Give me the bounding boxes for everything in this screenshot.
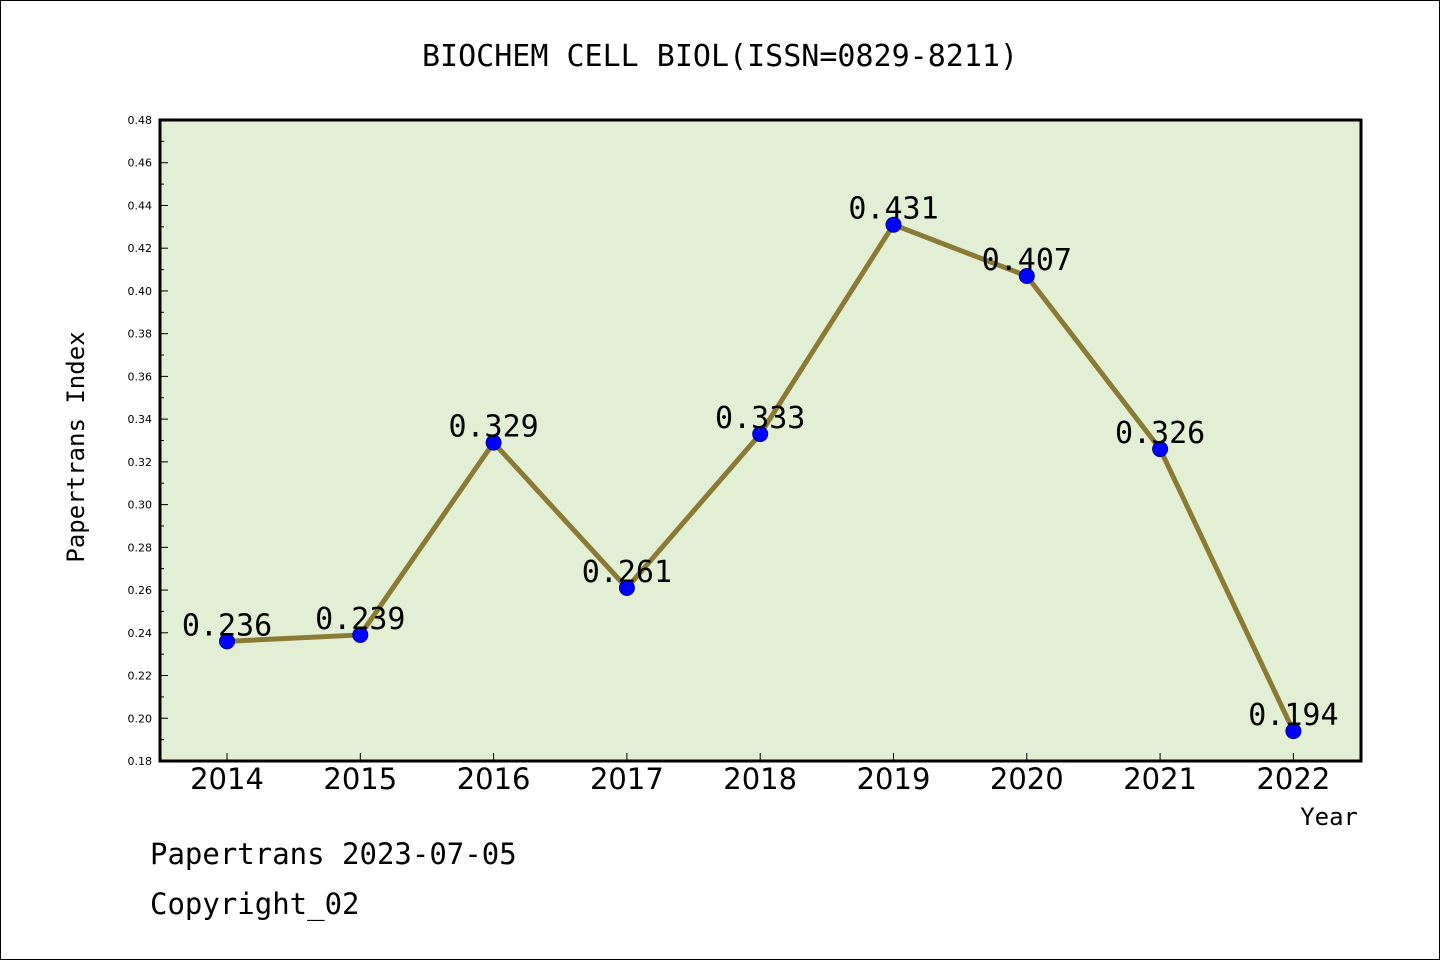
x-tick-label: 2016 (457, 762, 531, 796)
data-labels: 0.236 0.239 0.329 0.261 0.333 0.431 0.407 0.326… (182, 192, 1339, 733)
y-tick-label: 0.30 (128, 499, 153, 512)
data-label: 0.431 (848, 192, 938, 227)
y-tick-label: 0.44 (128, 199, 153, 212)
footer-date: Papertrans 2023-07-05 (150, 837, 517, 871)
data-point (752, 426, 769, 443)
data-label: 0.333 (715, 401, 805, 436)
data-label: 0.236 (182, 608, 272, 643)
data-series (219, 216, 1302, 740)
data-point (352, 626, 369, 643)
data-point (1152, 441, 1169, 458)
y-tick-label: 0.36 (128, 370, 153, 383)
chart-title: BIOCHEM CELL BIOL(ISSN=0829-8211) (422, 39, 1018, 74)
y-tick-label: 0.22 (128, 670, 153, 683)
data-label: 0.261 (582, 555, 672, 590)
y-tick-label: 0.38 (128, 328, 153, 341)
y-tick-label: 0.32 (128, 456, 153, 469)
plot-border (158, 118, 1363, 763)
y-tick-label: 0.42 (128, 242, 153, 255)
x-tick-label: 2019 (857, 762, 931, 796)
data-point (485, 434, 502, 451)
x-tick-label: 2018 (723, 762, 797, 796)
y-tick-label: 0.48 (128, 114, 153, 127)
x-tick-label: 2017 (590, 762, 664, 796)
x-axis-title: Year (1300, 803, 1358, 831)
x-tick-label: 2020 (990, 762, 1064, 796)
x-tick-label: 2021 (1123, 762, 1197, 796)
y-axis-title: Papertrans Index (62, 331, 90, 562)
data-label: 0.194 (1248, 698, 1338, 733)
data-label: 0.329 (448, 410, 538, 445)
data-point (219, 633, 235, 650)
y-tick-label: 0.46 (128, 157, 153, 170)
data-point (618, 579, 635, 596)
y-tick-label: 0.26 (128, 584, 153, 597)
x-tick-label: 2022 (1256, 762, 1330, 796)
y-axis: 0.18 0.20 0.22 0.24 0.26 0.28 0.30 0.32 0.34 0.36… (128, 114, 168, 768)
data-point (1018, 267, 1035, 284)
data-label: 0.326 (1115, 416, 1205, 451)
y-tick-label: 0.18 (128, 755, 153, 768)
data-point (885, 216, 902, 233)
y-tick-label: 0.40 (128, 285, 153, 298)
footer-copyright: Copyright_02 (150, 887, 360, 922)
x-tick-label: 2015 (323, 762, 397, 796)
y-tick-label: 0.20 (128, 712, 153, 725)
y-tick-label: 0.24 (128, 627, 153, 640)
data-label: 0.239 (315, 602, 405, 637)
x-axis: 2014 2015 2016 2017 2018 2019 2020 2021 2022 (190, 753, 1330, 796)
data-point (1285, 723, 1302, 740)
y-tick-label: 0.34 (128, 413, 153, 426)
data-label: 0.407 (982, 243, 1072, 278)
y-tick-label: 0.28 (128, 541, 153, 554)
x-tick-label: 2014 (190, 762, 264, 796)
